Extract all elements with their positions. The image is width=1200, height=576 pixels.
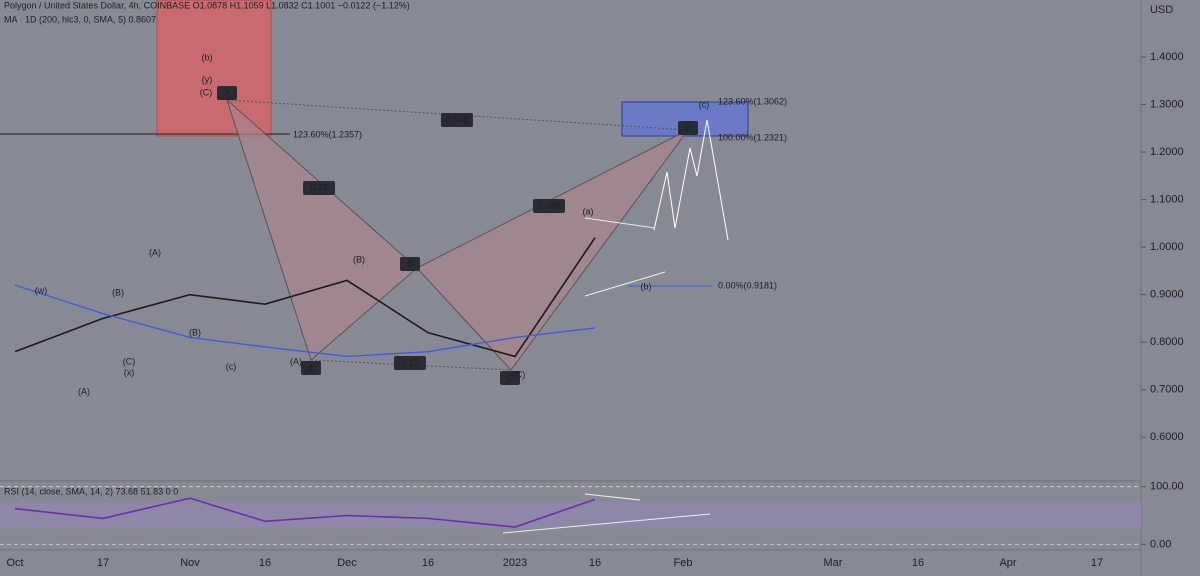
series-line (14, 284, 596, 358)
trendline (584, 217, 656, 229)
annotation: (w) (35, 285, 48, 295)
header-ma: MA · 1D (200, hlc3, 0, SMA, 5) 0.8607 (4, 14, 156, 24)
y-tick-label: 100.00 (1150, 481, 1184, 493)
y-tick-label: 0.6000 (1150, 431, 1184, 443)
y-tick-label: 0.9000 (1150, 289, 1184, 301)
annotation: (C) (513, 369, 526, 379)
annotation: B (407, 258, 413, 268)
x-tick-label: 16 (589, 557, 601, 569)
y-tick-label: 1.4000 (1150, 51, 1184, 63)
header-title: Polygon / United States Dollar, 4h, COIN… (4, 0, 410, 10)
series-line (14, 497, 596, 528)
y-tick-label: 0.8000 (1150, 336, 1184, 348)
annotation: 2.468 (538, 200, 561, 210)
y-tick-label: 0.7000 (1150, 384, 1184, 396)
annotation-box (500, 371, 520, 385)
y-tick-label: 1.3000 (1150, 98, 1184, 110)
annotation-box (441, 113, 473, 127)
x-tick-label: 17 (97, 557, 109, 569)
annotation: (y) (202, 74, 213, 84)
annotation: 1.11 (402, 357, 419, 367)
x-tick-label: 16 (912, 557, 924, 569)
trendline (584, 271, 666, 297)
annotation: 123.60%(1.2357) (293, 129, 362, 139)
red-zone (156, 0, 272, 137)
y-tick-label: 1.0000 (1150, 241, 1184, 253)
annotation: (b) (202, 52, 213, 62)
annotation: (c) (226, 361, 237, 371)
y-tick-label: 1.2000 (1150, 146, 1184, 158)
pattern-xd (226, 99, 689, 131)
annotation: 0.868 (446, 114, 469, 124)
annotation-box (400, 257, 420, 271)
annotation: (B) (353, 254, 365, 264)
x-tick-label: Feb (674, 557, 693, 569)
trendline (502, 513, 711, 534)
annotation: X (224, 87, 230, 97)
annotation: D (685, 122, 692, 132)
series-line (14, 237, 596, 358)
y-axis-label: USD (1150, 4, 1173, 16)
annotation-box (301, 361, 321, 375)
x-tick-label: 16 (422, 557, 434, 569)
annotation-box (678, 121, 698, 135)
annotation: (c) (699, 99, 710, 109)
annotation: (A) (290, 356, 302, 366)
x-tick-label: Nov (180, 557, 200, 569)
projection (653, 119, 729, 241)
trendline (584, 493, 641, 501)
x-tick-label: Oct (6, 557, 23, 569)
annotation: 123.60%(1.3062) (718, 96, 787, 106)
annotation: (A) (149, 247, 161, 257)
annotation: (A) (78, 386, 90, 396)
annotation: (b) (641, 281, 652, 291)
annotation: (C) (123, 356, 136, 366)
annotation-box (303, 181, 335, 195)
annotation: 0.33 (310, 182, 328, 192)
annotation: (a) (583, 206, 594, 216)
rsi-band (0, 502, 1141, 528)
x-tick-label: Dec (337, 557, 357, 569)
x-tick-label: Mar (824, 557, 843, 569)
rsi-title: RSI (14, close, SMA, 14, 2) 73.68 51.83 … (4, 486, 178, 496)
annotation-box (533, 199, 565, 213)
annotation: (x) (124, 367, 135, 377)
x-tick-label: 2023 (503, 557, 527, 569)
x-tick-label: 17 (1091, 557, 1103, 569)
annotation: (B) (112, 287, 124, 297)
annotation: C (507, 372, 514, 382)
annotation-box (394, 356, 426, 370)
x-tick-label: Apr (999, 557, 1016, 569)
annotation: A (308, 362, 314, 372)
annotation-box (217, 86, 237, 100)
annotation: (B) (189, 327, 201, 337)
y-tick-label: 1.1000 (1150, 194, 1184, 206)
annotation: (C) (200, 87, 213, 97)
x-tick-label: 16 (259, 557, 271, 569)
annotation: 100.00%(1.2321) (718, 132, 787, 142)
y-tick-label: 0.00 (1150, 538, 1171, 550)
annotation: 0.00%(0.9181) (718, 280, 777, 290)
